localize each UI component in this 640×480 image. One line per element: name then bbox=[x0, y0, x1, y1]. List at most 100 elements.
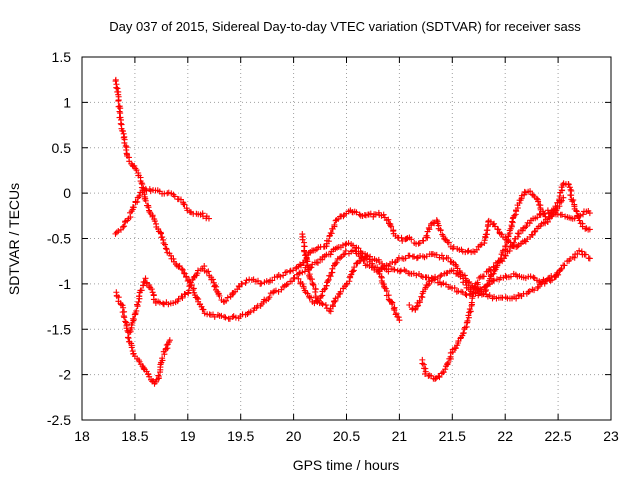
data-point bbox=[545, 275, 552, 282]
data-point bbox=[178, 265, 185, 272]
data-point bbox=[452, 345, 459, 352]
data-point bbox=[415, 240, 422, 247]
data-point bbox=[296, 270, 303, 277]
data-point bbox=[423, 253, 430, 260]
data-point bbox=[576, 247, 583, 254]
data-point bbox=[578, 248, 585, 255]
data-point bbox=[340, 213, 347, 220]
x-tick-label: 18 bbox=[74, 428, 90, 444]
data-point bbox=[558, 198, 565, 205]
data-point bbox=[385, 216, 392, 223]
data-point bbox=[325, 238, 332, 245]
data-point bbox=[450, 267, 457, 274]
data-point bbox=[115, 227, 122, 234]
data-point bbox=[123, 325, 130, 332]
data-point bbox=[138, 287, 145, 294]
data-point bbox=[565, 181, 572, 188]
data-point bbox=[438, 272, 445, 279]
data-point bbox=[511, 239, 518, 246]
data-point bbox=[409, 306, 416, 313]
data-point bbox=[156, 299, 163, 306]
data-point bbox=[342, 247, 349, 254]
data-point bbox=[120, 128, 127, 135]
data-point bbox=[142, 275, 149, 282]
data-point bbox=[381, 284, 388, 291]
data-point bbox=[269, 277, 276, 284]
data-point bbox=[440, 255, 447, 262]
data-point bbox=[445, 359, 452, 366]
data-point bbox=[180, 200, 187, 207]
data-point bbox=[464, 317, 471, 324]
data-point bbox=[561, 262, 568, 269]
data-point bbox=[179, 266, 186, 273]
data-point bbox=[569, 198, 576, 205]
data-point bbox=[387, 222, 394, 229]
data-point bbox=[514, 230, 521, 237]
data-point bbox=[440, 233, 447, 240]
data-point bbox=[433, 251, 440, 258]
data-point bbox=[558, 265, 565, 272]
data-point bbox=[151, 218, 158, 225]
data-point bbox=[314, 259, 321, 266]
data-point bbox=[531, 287, 538, 294]
chart-title: Day 037 of 2015, Sidereal Day-to-day VTE… bbox=[109, 19, 581, 34]
data-point bbox=[474, 279, 481, 286]
data-point bbox=[321, 286, 328, 293]
data-point bbox=[534, 285, 541, 292]
data-point bbox=[295, 275, 302, 282]
data-point bbox=[485, 281, 492, 288]
data-point bbox=[450, 243, 457, 250]
data-point bbox=[511, 212, 518, 219]
data-point bbox=[529, 231, 536, 238]
data-point bbox=[163, 246, 170, 253]
y-tick-label: -2 bbox=[59, 367, 72, 383]
data-point bbox=[277, 273, 284, 280]
data-point bbox=[247, 308, 254, 315]
data-point bbox=[420, 237, 427, 244]
data-point bbox=[175, 263, 182, 270]
data-point bbox=[301, 248, 308, 255]
data-point bbox=[413, 303, 420, 310]
data-point bbox=[171, 193, 178, 200]
data-point bbox=[495, 226, 502, 233]
data-point bbox=[380, 211, 387, 218]
data-point bbox=[515, 230, 522, 237]
data-point bbox=[534, 214, 541, 221]
y-tick-label: 1 bbox=[63, 94, 71, 110]
data-point bbox=[559, 211, 566, 218]
data-point bbox=[121, 139, 128, 146]
data-point bbox=[406, 301, 413, 308]
data-point bbox=[402, 255, 409, 262]
data-point bbox=[473, 246, 480, 253]
data-point bbox=[398, 234, 405, 241]
data-point bbox=[148, 286, 155, 293]
data-point bbox=[134, 198, 141, 205]
data-point bbox=[229, 313, 236, 320]
data-point bbox=[318, 299, 325, 306]
data-point bbox=[121, 223, 128, 230]
data-point bbox=[243, 277, 250, 284]
data-point bbox=[310, 282, 317, 289]
data-point bbox=[544, 218, 551, 225]
data-point bbox=[490, 270, 497, 277]
data-point bbox=[205, 268, 212, 275]
data-point bbox=[526, 220, 533, 227]
data-point bbox=[331, 221, 338, 228]
data-point bbox=[494, 262, 501, 269]
data-point bbox=[224, 294, 231, 301]
data-point bbox=[403, 235, 410, 242]
data-point bbox=[312, 286, 319, 293]
x-tick-label: 23 bbox=[603, 428, 619, 444]
data-point bbox=[503, 237, 510, 244]
data-point bbox=[258, 280, 265, 287]
x-tick-label: 19.5 bbox=[227, 428, 254, 444]
data-point bbox=[254, 277, 261, 284]
data-point bbox=[318, 293, 325, 300]
data-point bbox=[115, 97, 122, 104]
data-point bbox=[477, 242, 484, 249]
data-point bbox=[586, 226, 593, 233]
data-point bbox=[163, 342, 170, 349]
data-point bbox=[134, 302, 141, 309]
